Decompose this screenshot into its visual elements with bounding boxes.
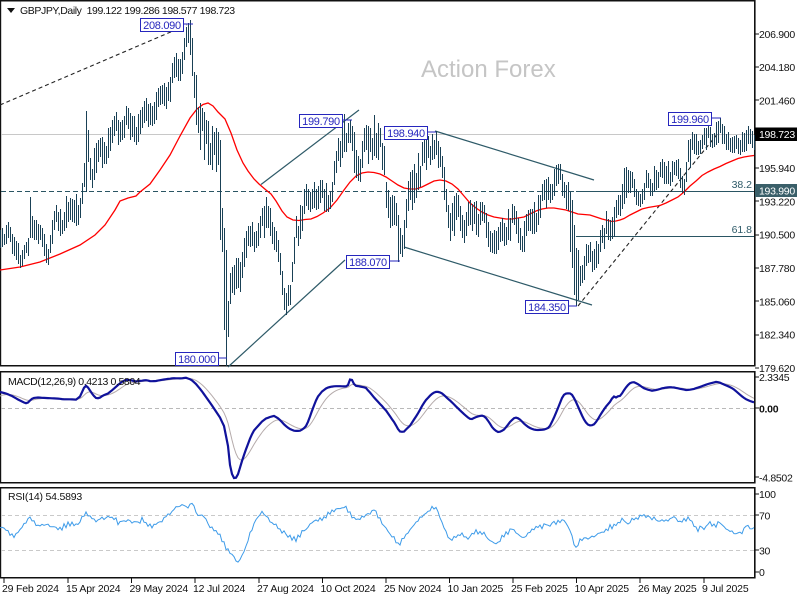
svg-text:201.460: 201.460	[759, 95, 795, 107]
svg-text:184.350: 184.350	[528, 302, 566, 314]
svg-text:179.620: 179.620	[759, 363, 795, 375]
svg-text:193.220: 193.220	[759, 196, 795, 208]
svg-text:180.000: 180.000	[178, 354, 216, 366]
svg-text:193.990: 193.990	[759, 186, 795, 198]
svg-text:RSI(14) 54.5893: RSI(14) 54.5893	[8, 491, 82, 503]
svg-text:27 Aug 2024: 27 Aug 2024	[257, 583, 314, 595]
svg-text:9 Jul 2025: 9 Jul 2025	[702, 583, 749, 595]
svg-text:12 Jul 2024: 12 Jul 2024	[193, 583, 245, 595]
svg-text:10 Jan 2025: 10 Jan 2025	[448, 583, 504, 595]
svg-text:Action Forex: Action Forex	[421, 56, 556, 83]
svg-text:182.340: 182.340	[759, 330, 795, 342]
svg-text:70: 70	[759, 510, 771, 522]
svg-text:208.090: 208.090	[143, 20, 181, 32]
svg-text:0: 0	[759, 567, 765, 579]
svg-text:38.2: 38.2	[732, 179, 753, 191]
svg-text:MACD(12,26,9) 0.4213 0.5804: MACD(12,26,9) 0.4213 0.5804	[8, 376, 141, 388]
svg-text:29 Feb 2024: 29 Feb 2024	[2, 583, 59, 595]
svg-text:206.900: 206.900	[759, 29, 795, 41]
svg-text:25 Feb 2025: 25 Feb 2025	[511, 583, 568, 595]
svg-text:-4.8502: -4.8502	[759, 473, 793, 485]
svg-text:187.780: 187.780	[759, 263, 795, 275]
svg-text:199.790: 199.790	[302, 116, 340, 128]
svg-text:61.8: 61.8	[732, 224, 753, 236]
svg-text:0.00: 0.00	[759, 403, 779, 415]
svg-text:199.960: 199.960	[671, 114, 709, 126]
svg-text:26 May 2025: 26 May 2025	[638, 583, 697, 595]
svg-text:30: 30	[759, 545, 771, 557]
svg-text:GBPJPY,Daily 199.122 199.286: GBPJPY,Daily 199.122 199.286 198.577 198…	[20, 5, 235, 17]
svg-text:198.940: 198.940	[387, 128, 425, 140]
svg-text:185.060: 185.060	[759, 296, 795, 308]
svg-text:15 Apr 2024: 15 Apr 2024	[66, 583, 121, 595]
svg-text:25 Nov 2024: 25 Nov 2024	[384, 583, 442, 595]
svg-text:100: 100	[759, 489, 776, 501]
svg-text:2.3345: 2.3345	[759, 372, 790, 384]
svg-text:10 Apr 2025: 10 Apr 2025	[575, 583, 630, 595]
svg-text:188.070: 188.070	[349, 257, 387, 269]
svg-text:204.180: 204.180	[759, 62, 795, 74]
svg-text:29 May 2024: 29 May 2024	[130, 583, 189, 595]
svg-text:195.940: 195.940	[759, 163, 795, 175]
svg-text:190.500: 190.500	[759, 230, 795, 242]
svg-text:198.723: 198.723	[759, 129, 795, 141]
svg-text:10 Oct 2024: 10 Oct 2024	[321, 583, 376, 595]
